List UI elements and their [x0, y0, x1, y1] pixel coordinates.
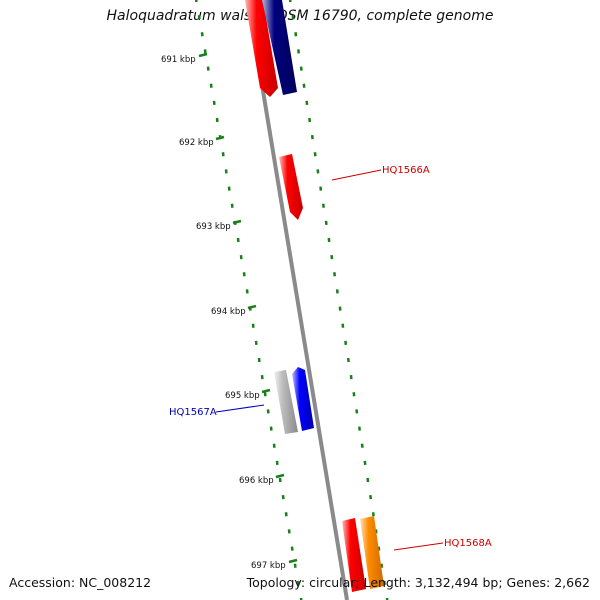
gene-label-hq1568a[interactable]: HQ1568A [444, 538, 492, 549]
major-ticks [198, 52, 298, 564]
hq1566a-connector [331, 169, 382, 181]
gene-navy-upper[interactable] [262, 0, 297, 95]
kbp-label: 694 kbp [211, 307, 246, 317]
accession-text: Accession: NC_008212 [9, 575, 152, 590]
kbp-label: 693 kbp [196, 222, 231, 232]
gene-hq1568a-orange[interactable] [360, 516, 384, 589]
major-tick [215, 135, 225, 141]
gene-label-hq1566a[interactable]: HQ1566A [382, 165, 430, 176]
major-tick [198, 52, 208, 58]
gene-hq1566a[interactable] [279, 154, 303, 220]
gene-label-hq1567a[interactable]: HQ1567A [169, 407, 217, 418]
major-tick [232, 219, 242, 225]
major-tick [288, 558, 298, 564]
gene-hq1568a-red[interactable] [342, 518, 366, 592]
genome-backbone [246, 0, 349, 600]
left-tick-track [194, 0, 303, 600]
hq1568a-connector [393, 542, 444, 551]
gene-red-upper[interactable] [245, 0, 278, 97]
right-tick-track [288, 0, 389, 600]
kbp-label: 695 kbp [225, 391, 260, 401]
kbp-label: 691 kbp [161, 55, 196, 65]
gene-hq1567a[interactable] [274, 370, 298, 434]
major-tick [275, 473, 285, 479]
kbp-labels: 691 kbp 692 kbp 693 kbp 694 kbp 695 kbp … [161, 55, 286, 571]
major-tick [261, 388, 271, 394]
hq1567a-connector [215, 404, 265, 413]
topology-text: Topology: circular; Length: 3,132,494 bp… [246, 575, 590, 590]
kbp-label: 697 kbp [251, 561, 286, 571]
kbp-label: 692 kbp [179, 138, 214, 148]
kbp-label: 696 kbp [239, 476, 274, 486]
map-title: Haloquadratum walsbyi DSM 16790, complet… [106, 8, 494, 24]
gene-blue-right[interactable] [292, 367, 314, 431]
major-tick [247, 304, 257, 310]
